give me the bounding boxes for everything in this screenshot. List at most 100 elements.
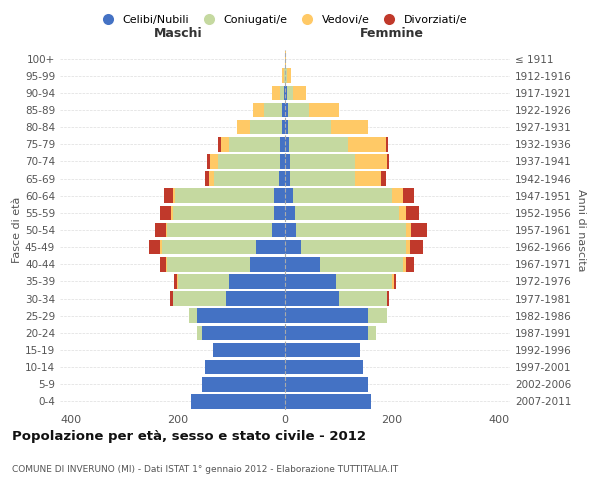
Bar xyxy=(272,222,285,238)
Bar xyxy=(290,172,355,186)
Bar xyxy=(250,120,283,134)
Text: Femmine: Femmine xyxy=(360,26,424,40)
Bar xyxy=(406,257,413,272)
Bar xyxy=(253,102,263,118)
Bar xyxy=(167,222,272,238)
Bar xyxy=(149,240,160,254)
Bar xyxy=(285,342,360,357)
Bar xyxy=(301,240,406,254)
Text: Popolazione per età, sesso e stato civile - 2012: Popolazione per età, sesso e stato civil… xyxy=(12,430,366,443)
Bar xyxy=(202,326,285,340)
Legend: Celibi/Nubili, Coniugati/e, Vedovi/e, Divorziati/e: Celibi/Nubili, Coniugati/e, Vedovi/e, Di… xyxy=(92,10,472,29)
Bar xyxy=(166,222,167,238)
Bar xyxy=(177,274,178,288)
Bar xyxy=(284,68,285,83)
Bar xyxy=(263,102,283,118)
Bar xyxy=(285,292,338,306)
Bar xyxy=(285,102,287,118)
Bar xyxy=(191,394,285,408)
Bar xyxy=(348,137,386,152)
Bar xyxy=(218,154,280,168)
Text: Maschi: Maschi xyxy=(154,26,202,40)
Bar xyxy=(338,292,387,306)
Bar xyxy=(155,222,166,238)
Bar xyxy=(272,86,280,100)
Bar xyxy=(331,120,368,134)
Bar xyxy=(283,102,285,118)
Bar xyxy=(293,86,307,100)
Bar xyxy=(406,240,410,254)
Bar xyxy=(368,326,376,340)
Bar xyxy=(226,292,285,306)
Bar xyxy=(280,86,284,100)
Bar xyxy=(289,137,348,152)
Bar xyxy=(285,394,371,408)
Bar xyxy=(392,274,394,288)
Bar xyxy=(320,257,403,272)
Bar xyxy=(188,308,197,323)
Bar xyxy=(285,206,295,220)
Bar xyxy=(287,68,291,83)
Bar xyxy=(208,154,210,168)
Bar xyxy=(212,342,285,357)
Bar xyxy=(160,206,171,220)
Bar xyxy=(285,274,336,288)
Bar xyxy=(205,360,285,374)
Bar xyxy=(387,154,389,168)
Bar xyxy=(406,206,419,220)
Bar xyxy=(229,274,285,288)
Bar xyxy=(164,188,173,203)
Bar xyxy=(285,120,287,134)
Bar xyxy=(175,188,274,203)
Bar xyxy=(287,102,309,118)
Bar xyxy=(285,154,290,168)
Bar xyxy=(178,274,229,288)
Bar xyxy=(278,172,285,186)
Bar xyxy=(210,154,218,168)
Bar xyxy=(285,326,368,340)
Bar xyxy=(280,154,285,168)
Bar xyxy=(411,222,427,238)
Bar xyxy=(394,274,397,288)
Bar xyxy=(218,137,221,152)
Bar xyxy=(173,206,274,220)
Bar xyxy=(250,257,285,272)
Bar xyxy=(285,240,301,254)
Bar xyxy=(368,308,387,323)
Bar xyxy=(355,154,387,168)
Bar xyxy=(209,172,214,186)
Bar xyxy=(387,292,389,306)
Bar xyxy=(197,308,285,323)
Bar xyxy=(237,120,250,134)
Bar xyxy=(336,274,392,288)
Bar xyxy=(173,188,175,203)
Bar xyxy=(355,172,382,186)
Bar xyxy=(285,377,368,392)
Y-axis label: Anni di nascita: Anni di nascita xyxy=(575,188,586,271)
Bar xyxy=(284,86,285,100)
Bar xyxy=(285,86,287,100)
Bar xyxy=(403,188,413,203)
Bar xyxy=(285,308,368,323)
Bar xyxy=(205,172,209,186)
Bar xyxy=(285,172,290,186)
Bar xyxy=(274,206,285,220)
Bar xyxy=(410,240,423,254)
Bar xyxy=(280,137,285,152)
Bar xyxy=(293,188,392,203)
Y-axis label: Fasce di età: Fasce di età xyxy=(12,197,22,263)
Bar xyxy=(295,206,399,220)
Bar xyxy=(399,206,406,220)
Bar xyxy=(197,326,202,340)
Bar xyxy=(171,206,173,220)
Bar xyxy=(283,68,284,83)
Bar xyxy=(403,257,406,272)
Bar xyxy=(162,240,256,254)
Bar xyxy=(287,86,293,100)
Bar xyxy=(160,257,166,272)
Bar xyxy=(167,257,250,272)
Bar xyxy=(285,360,362,374)
Bar xyxy=(382,172,386,186)
Bar xyxy=(287,120,331,134)
Bar xyxy=(256,240,285,254)
